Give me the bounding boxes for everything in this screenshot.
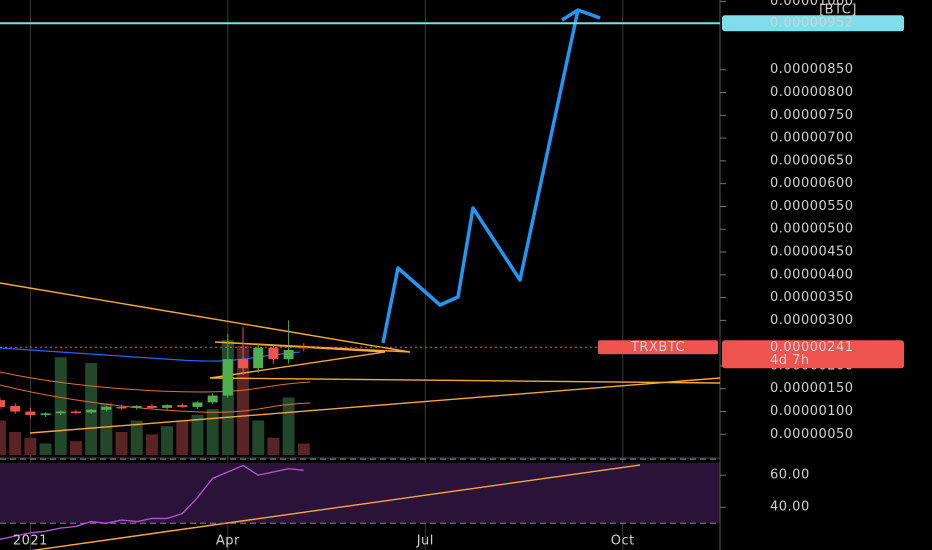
trend-line xyxy=(29,377,721,434)
volume-bar xyxy=(161,426,174,455)
candle-body xyxy=(177,405,188,407)
symbol-badge xyxy=(598,340,718,355)
y-tick-label: 0.00001000 xyxy=(770,0,854,9)
y-tick-label: 0.00000300 xyxy=(770,313,854,328)
moving-average xyxy=(0,371,311,393)
candle-body xyxy=(207,395,218,403)
volume-bar xyxy=(252,420,265,455)
volume-bar xyxy=(130,420,143,455)
rsi-tick-label: 60.00 xyxy=(770,468,810,483)
volume-bar xyxy=(267,437,280,455)
candles xyxy=(0,320,309,419)
volume-bar xyxy=(297,443,310,455)
rsi-band xyxy=(0,463,720,523)
y-tick-label: 0.00000850 xyxy=(770,62,854,77)
countdown-label: 4d 7h xyxy=(770,353,810,368)
candle-body xyxy=(86,409,97,413)
last-price-label: 0.00000241 xyxy=(770,340,854,355)
symbol-label: TRXBTC xyxy=(630,340,685,355)
volume-bar xyxy=(206,409,219,455)
projection-drawing xyxy=(381,8,601,344)
candle-body xyxy=(70,411,81,414)
y-tick-label: 0.00000550 xyxy=(770,199,854,214)
y-tick-label: 0.00000600 xyxy=(770,176,854,191)
candle-body xyxy=(10,406,21,412)
candle-body xyxy=(298,346,309,349)
y-tick-label: 0.00000150 xyxy=(770,381,854,396)
y-tick-label: 0.00000800 xyxy=(770,85,854,100)
candle-body xyxy=(0,400,5,407)
candle-body xyxy=(162,405,173,408)
candle-body xyxy=(40,413,51,416)
volume-bar xyxy=(191,414,204,455)
y-tick-label: 0.00000050 xyxy=(770,427,854,442)
candle-body xyxy=(116,406,127,409)
y-tick-label: 0.00000750 xyxy=(770,108,854,123)
y-tick-label: 0.00000450 xyxy=(770,245,854,260)
candle-body xyxy=(192,402,203,407)
level-label: 0.00000952 xyxy=(770,16,854,31)
volume-bar xyxy=(54,357,67,455)
x-tick-label: Apr xyxy=(216,534,240,549)
volume-bar xyxy=(69,441,82,455)
volume-bar xyxy=(282,397,295,455)
candle-body xyxy=(131,406,142,408)
moving-average xyxy=(0,384,311,413)
axes: 2021 Apr Jul Oct 0.00001000 0.00000850 0.00000… xyxy=(0,0,904,549)
y-tick-label: 0.00000500 xyxy=(770,222,854,237)
last-price-badge xyxy=(722,340,904,369)
candle-body xyxy=(55,411,66,414)
y-tick-label: 0.00000100 xyxy=(770,404,854,419)
y-tick-label: 0.00000350 xyxy=(770,290,854,305)
volume-bar xyxy=(24,437,37,455)
x-tick-label: Oct xyxy=(611,534,635,549)
candle-body xyxy=(268,347,279,360)
currency-label: [BTC] xyxy=(819,3,857,18)
candle-body xyxy=(238,359,249,369)
candle-body xyxy=(146,406,157,408)
volume-bar xyxy=(145,434,158,455)
volume-bar xyxy=(100,403,113,455)
volume-bar xyxy=(115,432,128,455)
candle-body xyxy=(253,347,264,369)
candle-body xyxy=(101,406,112,410)
rsi-tick-label: 40.00 xyxy=(770,500,810,515)
candle-body xyxy=(283,349,294,360)
rsi-line xyxy=(0,464,304,540)
x-tick-label: Jul xyxy=(416,534,434,549)
rsi-pane: 60.00 40.00 xyxy=(0,458,810,540)
volume-bar xyxy=(39,443,52,455)
volume-bar xyxy=(0,420,6,455)
candle-body xyxy=(222,359,233,396)
y-tick-label: 0.00000400 xyxy=(770,267,854,282)
volume-bar xyxy=(176,420,189,455)
trend-line xyxy=(30,464,641,550)
y-tick-label: 0.00000700 xyxy=(770,131,854,146)
volume-bar xyxy=(9,432,22,455)
level-badge xyxy=(722,15,904,32)
x-tick-label: 2021 xyxy=(13,534,48,549)
candle-body xyxy=(25,411,36,416)
y-tick-label: 0.00000650 xyxy=(770,153,854,168)
